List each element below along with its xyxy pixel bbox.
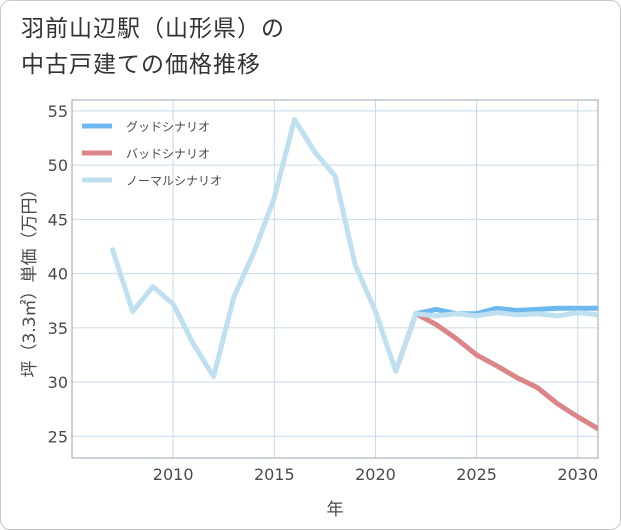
series-line-bad bbox=[393, 311, 598, 432]
y-tick-label-45: 45 bbox=[48, 210, 68, 229]
x-tick-label-2030: 2030 bbox=[557, 465, 598, 484]
x-tick-label-2020: 2020 bbox=[355, 465, 396, 484]
series-lines bbox=[110, 117, 598, 432]
axis-ticks: 2010 2015 2020 2025 2030 25 30 35 40 45 50 55 bbox=[48, 102, 598, 484]
x-tick-label-2025: 2025 bbox=[456, 465, 497, 484]
legend-label-normal: ノーマルシナリオ bbox=[126, 174, 222, 188]
y-tick-label-55: 55 bbox=[48, 102, 68, 121]
chart-title: 羽前山辺駅（山形県）の 中古戸建ての価格推移 bbox=[21, 11, 285, 83]
y-tick-label-40: 40 bbox=[48, 265, 68, 284]
grid bbox=[72, 100, 598, 458]
y-axis-label: 坪（3.3㎡）単価（万円） bbox=[20, 180, 40, 377]
title-line-1: 羽前山辺駅（山形県）の bbox=[21, 16, 285, 42]
y-tick-label-35: 35 bbox=[48, 319, 68, 338]
series-line-good bbox=[413, 305, 598, 317]
y-tick-label-50: 50 bbox=[48, 156, 68, 175]
legend-label-good: グッドシナリオ bbox=[126, 120, 210, 134]
y-tick-label-25: 25 bbox=[48, 427, 68, 446]
x-tick-label-2010: 2010 bbox=[153, 465, 194, 484]
series-line-normal bbox=[110, 117, 598, 380]
plot-area-frame bbox=[71, 99, 599, 459]
x-axis-label: 年 bbox=[327, 500, 344, 520]
y-tick-label-30: 30 bbox=[48, 373, 68, 392]
x-tick-label-2015: 2015 bbox=[254, 465, 295, 484]
title-line-2: 中古戸建ての価格推移 bbox=[21, 52, 261, 78]
legend-label-bad: バッドシナリオ bbox=[126, 147, 210, 161]
